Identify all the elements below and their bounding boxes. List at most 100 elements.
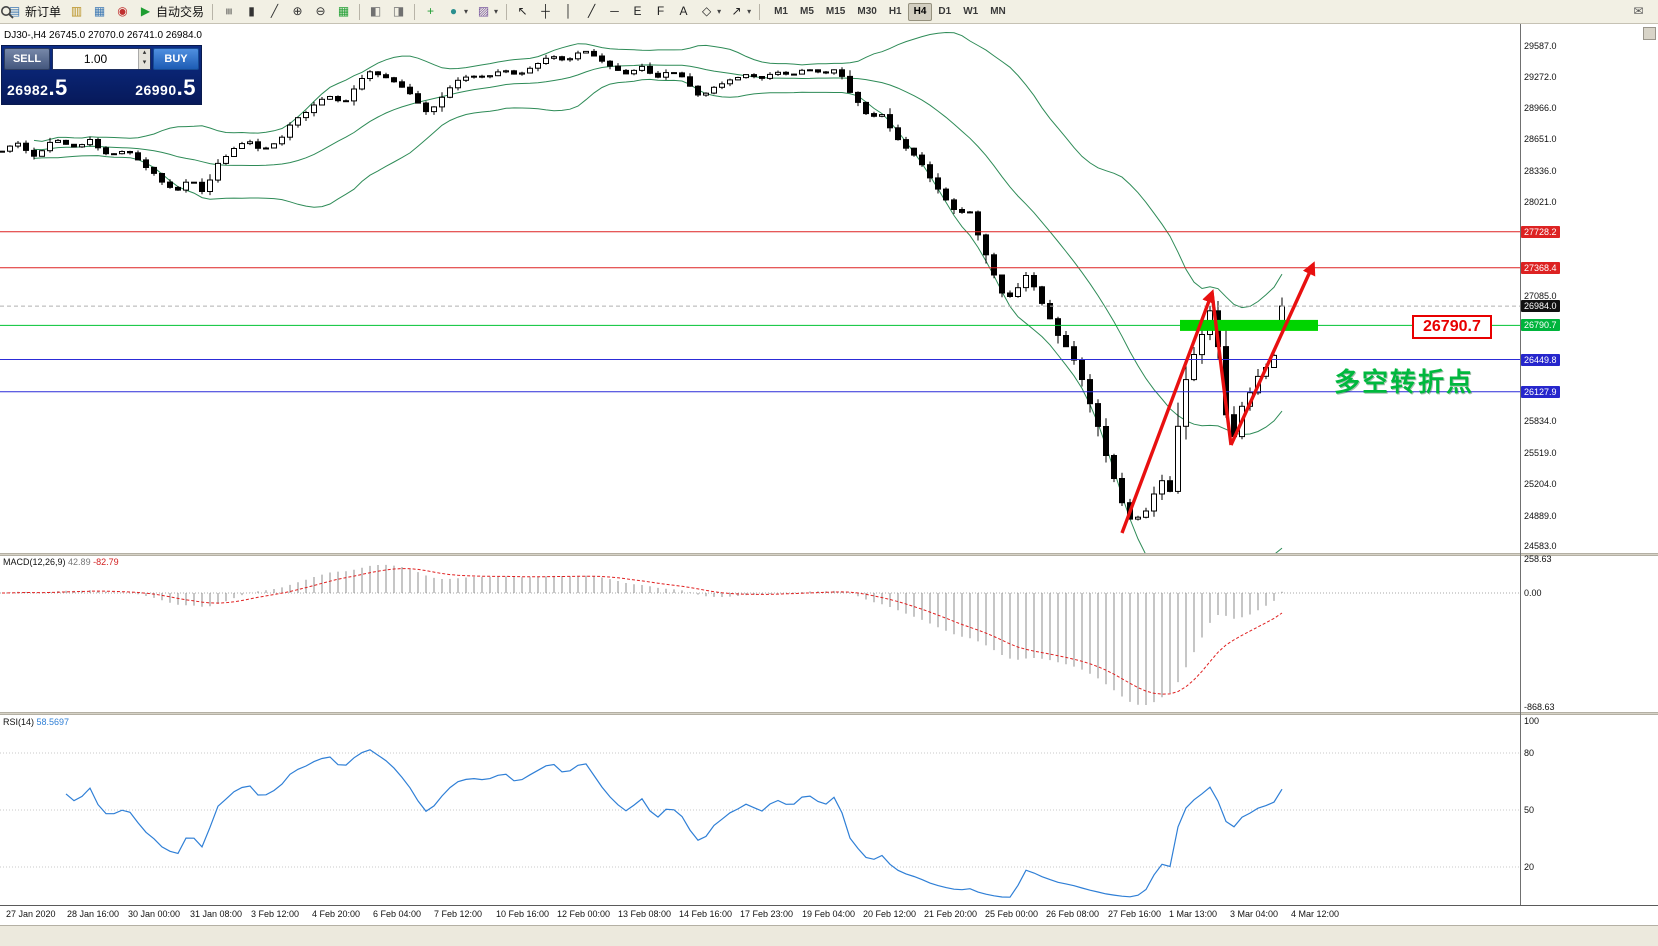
rsi-tick: 50 (1524, 805, 1535, 815)
candle-down (191, 181, 197, 184)
buy-price[interactable]: 26990.5 (135, 75, 196, 100)
expert-status-icon: ◉ (117, 4, 128, 18)
profiles-icon: ▦ (93, 4, 106, 18)
candle-down (935, 177, 941, 190)
cascade-windows-icon: ◨ (392, 4, 405, 18)
sell-button[interactable]: SELL (4, 48, 50, 70)
candle-up (295, 117, 301, 126)
support-zone[interactable] (1180, 319, 1318, 331)
profiles-button[interactable]: ▦ (88, 2, 111, 22)
rsi-line (65, 749, 1283, 898)
fibonacci-button[interactable]: F (649, 2, 672, 22)
vertical-line-button[interactable]: │ (557, 2, 580, 22)
timeframe-m5[interactable]: M5 (794, 3, 820, 21)
timeframe-mn[interactable]: MN (984, 3, 1012, 21)
chevron-down-icon: ▾ (717, 7, 722, 16)
candle-up (39, 150, 45, 157)
bollinger-lower (33, 78, 1283, 553)
text-button[interactable]: A (672, 2, 695, 22)
tile-windows-button[interactable]: ◧ (364, 2, 387, 22)
shapes-button[interactable]: ◇ ▾ (695, 2, 725, 22)
charts-button[interactable]: ▥ (65, 2, 88, 22)
crosshair-button[interactable]: ┼ (534, 2, 557, 22)
trendline-button[interactable]: ╱ (580, 2, 603, 22)
main-chart[interactable] (0, 24, 1520, 553)
candle-down (175, 186, 181, 191)
timeframe-d1[interactable]: D1 (932, 3, 957, 21)
zoom-in-button[interactable]: ⊕ (286, 2, 309, 22)
templates-button[interactable]: ▨ ▾ (472, 2, 502, 22)
time-tick: 20 Feb 12:00 (863, 909, 917, 919)
candle-up (279, 136, 285, 145)
candle-up (711, 86, 717, 94)
lot-input[interactable] (53, 49, 139, 69)
candle-down (423, 102, 429, 113)
new-order-button[interactable]: ▤ 新订单 (3, 2, 65, 22)
timeframe-m30[interactable]: M30 (851, 3, 882, 21)
horizontal-line-button[interactable]: ─ (603, 2, 626, 22)
cascade-windows-button[interactable]: ◨ (387, 2, 410, 22)
price-tick: 28651.0 (1524, 134, 1557, 144)
templates-icon: ▨ (477, 4, 490, 18)
panel-separator[interactable] (0, 553, 1658, 556)
buy-button[interactable]: BUY (153, 48, 199, 70)
lot-down-button[interactable]: ▾ (142, 59, 147, 66)
timeframe-h4[interactable]: H4 (907, 2, 933, 21)
bar-chart-button[interactable]: ≡ (217, 2, 240, 22)
timeframe-w1[interactable]: W1 (957, 3, 984, 21)
timeframe-m1[interactable]: M1 (768, 3, 794, 21)
lot-up-button[interactable]: ▴ (142, 49, 147, 56)
time-tick: 13 Feb 08:00 (618, 909, 672, 919)
macd-panel[interactable] (0, 556, 1520, 712)
candle-up (1175, 425, 1181, 492)
sell-price[interactable]: 26982.5 (7, 75, 68, 100)
price-tick: 25204.0 (1524, 479, 1557, 489)
candle-down (1095, 403, 1101, 427)
autotrading-button[interactable]: ▶ 自动交易 (134, 2, 208, 22)
candle-down (1039, 286, 1045, 304)
trend-arrow-2[interactable] (1210, 292, 1233, 446)
candle-down (1119, 478, 1125, 504)
periods-button[interactable]: ● ▾ (442, 2, 472, 22)
new-chart-button[interactable]: + (419, 2, 442, 22)
candle-down (983, 234, 989, 256)
chart-title: DJ30-,H4 26745.0 27070.0 26741.0 26984.0 (4, 30, 202, 41)
notifications-icon[interactable]: ✉ (1627, 2, 1650, 22)
candle-up (359, 78, 365, 90)
price-tick: 25834.0 (1524, 416, 1557, 426)
search-icon[interactable] (1, 2, 1617, 22)
candle-up (663, 72, 669, 78)
rsi-panel[interactable] (0, 715, 1520, 905)
candle-up (1271, 354, 1277, 368)
candle-up (527, 67, 533, 74)
line-chart-button[interactable]: ╱ (263, 2, 286, 22)
grid-button[interactable]: ▦ (332, 2, 355, 22)
cursor-button[interactable]: ↖ (511, 2, 534, 22)
candle-down (679, 72, 685, 78)
candle-up (487, 75, 493, 78)
timeframe-h1[interactable]: H1 (883, 3, 908, 21)
trend-arrow-1[interactable] (1120, 289, 1216, 534)
zoom-in-icon: ⊕ (292, 4, 303, 18)
expert-status-button[interactable]: ◉ (111, 2, 134, 22)
turning-point-text[interactable]: 多空转折点 (1334, 367, 1475, 397)
time-tick: 19 Feb 04:00 (802, 909, 856, 919)
candle-down (815, 69, 821, 73)
chart-scroll-button[interactable] (1643, 27, 1656, 40)
candle-down (943, 188, 949, 201)
crosshair-icon: ┼ (541, 4, 550, 18)
zoom-out-button[interactable]: ⊖ (309, 2, 332, 22)
candle-down (751, 74, 757, 78)
candle-up (303, 112, 309, 119)
candle-up (575, 52, 581, 60)
timeframe-m15[interactable]: M15 (820, 3, 851, 21)
trend-arrow-3[interactable] (1229, 261, 1316, 446)
arrows-button[interactable]: ↗ ▾ (725, 2, 755, 22)
candlestick-chart-button[interactable]: ▮ (240, 2, 263, 22)
toolbar: ▤ 新订单 ▥ ▦ ◉ ▶ 自动交易 ≡ ▮ ╱ ⊕ ⊖ ▦ ◧ ◨ + ● ▾ ▨ ▾ ↖ ┼ │ ╱ ─ E F A ◇ ▾ ↗ ▾ M1 M… (0, 0, 1658, 24)
candle-down (167, 181, 173, 188)
channel-button[interactable]: E (626, 2, 649, 22)
panel-separator[interactable] (0, 712, 1658, 715)
candle-down (383, 74, 389, 79)
price-annotation-box[interactable]: 26790.7 (1412, 315, 1492, 339)
